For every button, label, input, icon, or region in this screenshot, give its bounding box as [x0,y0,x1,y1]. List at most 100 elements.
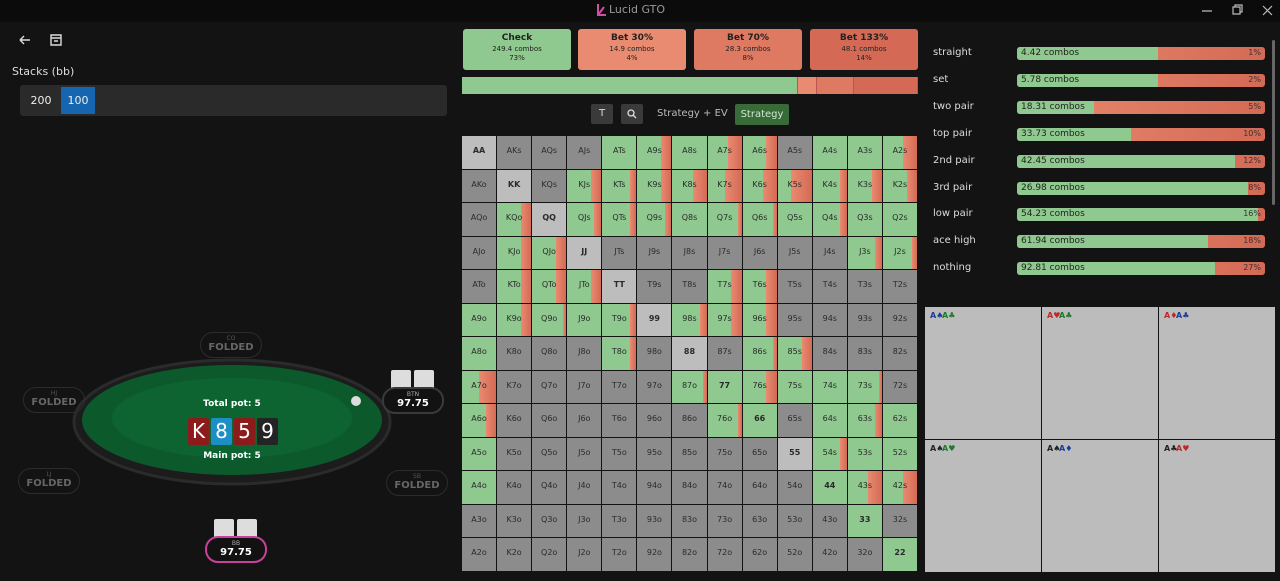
hand-cell[interactable]: A9o [462,303,497,337]
hand-cell[interactable]: T8o [602,337,637,370]
hand-cell[interactable]: J5s [777,236,812,270]
hand-cell[interactable]: 64o [742,471,777,504]
stack-option[interactable]: 100 [61,87,95,114]
hand-cell[interactable]: 93o [637,504,672,538]
hand-cell[interactable]: A4s [812,136,847,169]
hand-cell[interactable]: 75s [777,370,812,404]
hand-cell[interactable]: 73o [707,504,742,538]
combo-panel[interactable]: A♠ A♥ [925,440,1041,572]
hand-cell[interactable]: 86o [672,404,707,437]
hand-cell[interactable]: K3o [497,504,532,538]
hand-cell[interactable]: J2o [567,538,602,571]
hand-cell[interactable]: 55 [777,437,812,471]
hand-cell[interactable]: 94s [812,303,847,337]
hand-cell[interactable]: 66 [742,404,777,437]
action-button[interactable]: Check 249.4 combos 73% [463,29,571,70]
hand-cell[interactable]: Q4o [532,471,567,504]
hand-cell[interactable]: 75o [707,437,742,471]
hand-cell[interactable]: 96s [742,303,777,337]
hand-cell[interactable]: 93s [847,303,882,337]
hand-cell[interactable]: KTs [602,169,637,203]
hand-cell[interactable]: A9s [637,136,672,169]
hand-cell[interactable]: J9s [637,236,672,270]
action-button[interactable]: Bet 30% 14.9 combos 4% [578,29,686,70]
hand-cell[interactable]: Q5o [532,437,567,471]
hand-cell[interactable]: AKs [497,136,532,169]
hand-cell[interactable]: J3o [567,504,602,538]
hand-cell[interactable]: AJs [567,136,602,169]
hand-cell[interactable]: K7o [497,370,532,404]
hand-cell[interactable]: KJo [497,236,532,270]
hand-cell[interactable]: Q3s [847,203,882,236]
hand-cell[interactable]: JJ [567,236,602,270]
hand-cell[interactable]: A2s [882,136,917,169]
hand-cell[interactable]: Q7o [532,370,567,404]
hand-cell[interactable]: 83s [847,337,882,370]
hand-cell[interactable]: K9o [497,303,532,337]
search-button[interactable] [621,104,643,124]
hand-cell[interactable]: 52s [882,437,917,471]
hand-cell[interactable]: J4s [812,236,847,270]
hand-cell[interactable]: T2s [882,270,917,303]
hand-cell[interactable]: 92o [637,538,672,571]
combo-panel[interactable]: A♠ A♦ [1042,440,1158,572]
hand-cell[interactable]: 96o [637,404,672,437]
hand-cell[interactable]: J2s [882,236,917,270]
hand-cell[interactable]: Q2s [882,203,917,236]
hand-cell[interactable]: K3s [847,169,882,203]
hand-cell[interactable]: 97o [637,370,672,404]
hand-cell[interactable]: QJs [567,203,602,236]
hand-cell[interactable]: 64s [812,404,847,437]
hand-cell[interactable]: 82o [672,538,707,571]
hand-cell[interactable]: T5o [602,437,637,471]
hand-cell[interactable]: Q9o [532,303,567,337]
combo-panel[interactable]: A♠ A♣ [925,307,1041,439]
hand-cell[interactable]: KK [497,169,532,203]
hand-cell[interactable]: 22 [882,538,917,571]
hand-cell[interactable]: ATs [602,136,637,169]
hand-cell[interactable]: 95s [777,303,812,337]
hand-cell[interactable]: J9o [567,303,602,337]
hand-cell[interactable]: 85o [672,437,707,471]
hand-cell[interactable]: 54o [777,471,812,504]
combo-panel[interactable]: A♥ A♣ [1042,307,1158,439]
hand-cell[interactable]: 44 [812,471,847,504]
combo-panel[interactable]: A♣ A♥ [1159,440,1275,572]
hand-cell[interactable]: QTs [602,203,637,236]
hand-cell[interactable]: T8s [672,270,707,303]
hand-cell[interactable]: J8s [672,236,707,270]
hand-cell[interactable]: A5s [777,136,812,169]
hand-cell[interactable]: A3s [847,136,882,169]
hand-cell[interactable]: 63o [742,504,777,538]
hand-cell[interactable]: 42s [882,471,917,504]
hand-cell[interactable]: KJs [567,169,602,203]
hand-cell[interactable]: KQo [497,203,532,236]
hand-cell[interactable]: A3o [462,504,497,538]
hand-cell[interactable]: A2o [462,538,497,571]
hand-cell[interactable]: J3s [847,236,882,270]
hand-cell[interactable]: K8o [497,337,532,370]
hand-cell[interactable]: A8o [462,337,497,370]
hand-cell[interactable]: T9o [602,303,637,337]
hand-cell[interactable]: 42o [812,538,847,571]
hand-cell[interactable]: Q2o [532,538,567,571]
hand-cell[interactable]: T7o [602,370,637,404]
hand-cell[interactable]: 32o [847,538,882,571]
hand-cell[interactable]: T3s [847,270,882,303]
window-controls[interactable] [1195,4,1275,18]
hand-cell[interactable]: 65o [742,437,777,471]
hand-cell[interactable]: J8o [567,337,602,370]
hand-cell[interactable]: 53s [847,437,882,471]
hand-cell[interactable]: Q5s [777,203,812,236]
hand-cell[interactable]: 74s [812,370,847,404]
hand-cell[interactable]: AKo [462,169,497,203]
hand-cell[interactable]: ATo [462,270,497,303]
hand-cell[interactable]: T7s [707,270,742,303]
hand-cell[interactable]: 94o [637,471,672,504]
hand-cell[interactable]: J6o [567,404,602,437]
hand-cell[interactable]: JTo [567,270,602,303]
hand-cell[interactable]: A6o [462,404,497,437]
hand-cell[interactable]: A4o [462,471,497,504]
action-button[interactable]: Bet 70% 28.3 combos 8% [694,29,802,70]
hand-cell[interactable]: 62s [882,404,917,437]
